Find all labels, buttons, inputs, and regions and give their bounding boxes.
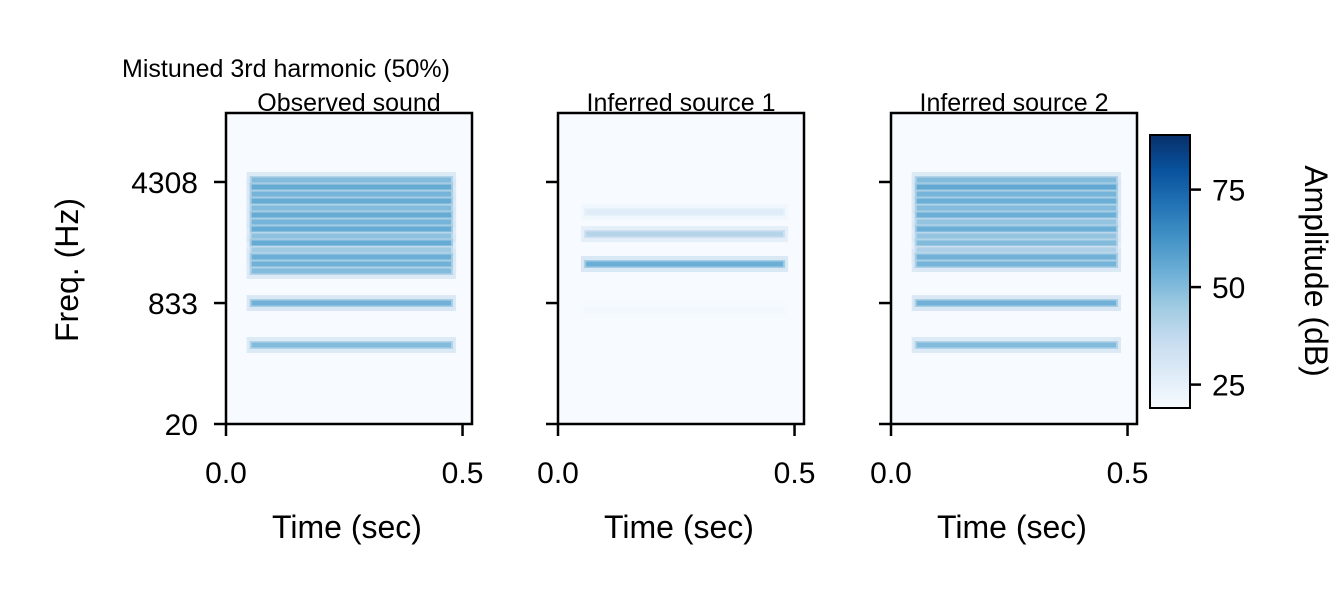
panel-2: Inferred source 1 0.0 0.5 Time (sec) — [537, 89, 815, 545]
panel-1: Observed sound 20 833 4308 0.0 0.5 Time (sec) — [131, 89, 483, 545]
harmonic-band — [916, 226, 1117, 232]
harmonic-band — [586, 261, 784, 267]
harmonic-band — [251, 240, 452, 246]
harmonic-band — [916, 219, 1117, 225]
colorbar-gradient — [1149, 134, 1191, 409]
harmonic-band — [251, 191, 452, 197]
harmonic-band — [251, 219, 452, 225]
harmonic-band — [916, 184, 1117, 190]
harmonic-band — [916, 300, 1117, 306]
x-axis-label: Time (sec) — [604, 509, 754, 545]
x-tick-label: 0.0 — [870, 457, 912, 490]
x-tick-label: 0.0 — [205, 457, 247, 490]
harmonic-band — [251, 254, 452, 260]
panel-3: Inferred source 2 0.0 0.5 Time (sec) — [870, 89, 1148, 545]
colorbar: Amplitude (dB) 25 50 75 — [1149, 134, 1334, 409]
x-axis-label: Time (sec) — [272, 509, 422, 545]
colorbar-label: Amplitude (dB) — [1298, 165, 1334, 377]
figure-title: Mistuned 3rd harmonic (50%) — [122, 55, 450, 83]
panel-frame — [889, 111, 1139, 426]
y-tick-label: 833 — [148, 288, 198, 321]
colorbar-tick-label: 75 — [1212, 175, 1245, 208]
panel-title: Inferred source 2 — [920, 89, 1109, 117]
harmonic-band — [916, 191, 1117, 197]
x-tick-label: 0.5 — [1107, 457, 1149, 490]
x-tick-label: 0.0 — [537, 457, 579, 490]
harmonic-band — [251, 342, 452, 348]
colorbar-tick-label: 50 — [1212, 272, 1245, 305]
harmonic-band — [586, 231, 784, 237]
y-tick-label: 20 — [165, 409, 198, 442]
harmonic-band — [251, 205, 452, 211]
harmonic-band — [251, 198, 452, 204]
harmonic-band — [916, 177, 1117, 183]
harmonic-band — [586, 209, 784, 215]
panel-frame — [224, 111, 474, 426]
harmonic-band — [586, 307, 784, 313]
panel-frame — [556, 111, 806, 426]
harmonic-band — [251, 226, 452, 232]
y-tick-label: 4308 — [131, 167, 198, 200]
colorbar-tick-label: 25 — [1212, 370, 1245, 403]
harmonic-band — [251, 184, 452, 190]
harmonic-band — [251, 300, 452, 306]
harmonic-band — [916, 233, 1117, 239]
panel-title: Observed sound — [257, 89, 440, 117]
harmonic-band — [916, 261, 1117, 267]
y-axis-label: Freq. (Hz) — [49, 198, 85, 342]
harmonic-band — [251, 233, 452, 239]
harmonic-band — [916, 198, 1117, 204]
harmonic-band — [251, 177, 452, 183]
x-tick-label: 0.5 — [774, 457, 816, 490]
harmonic-band — [916, 212, 1117, 218]
harmonic-band — [251, 261, 452, 267]
panel-title: Inferred source 1 — [587, 89, 776, 117]
harmonic-band — [916, 240, 1117, 246]
harmonic-band — [251, 247, 452, 253]
x-tick-label: 0.5 — [442, 457, 484, 490]
harmonic-band — [251, 212, 452, 218]
harmonic-band — [251, 268, 452, 274]
harmonic-band — [916, 254, 1117, 260]
harmonic-band — [916, 247, 1117, 253]
x-axis-label: Time (sec) — [937, 509, 1087, 545]
harmonic-band — [916, 342, 1117, 348]
harmonic-band — [916, 205, 1117, 211]
